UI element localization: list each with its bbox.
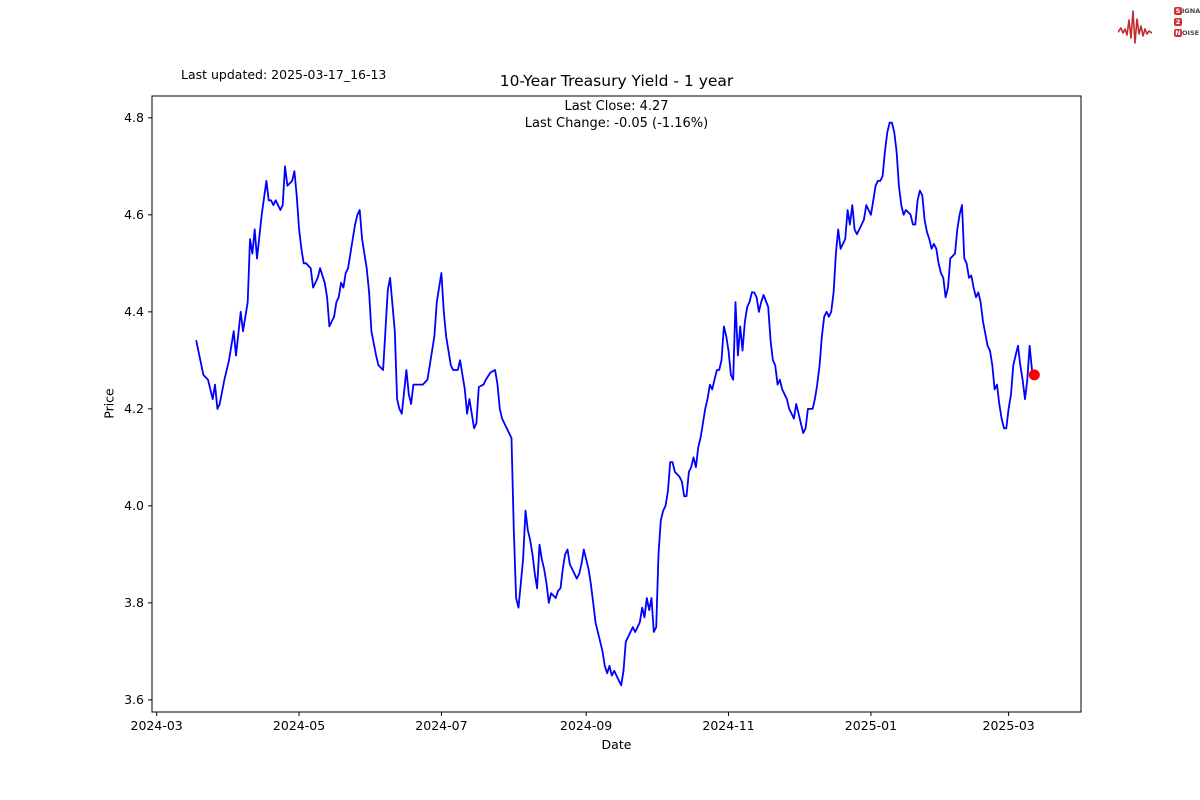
logo-text-ignal: IGNAL [1182, 6, 1200, 15]
y-tick-label: 4.0 [124, 498, 144, 514]
last-change-subtitle: Last Change: -0.05 (-1.16%) [524, 116, 709, 131]
logo-line-signal: SIGNAL [1174, 6, 1200, 15]
price-line-series [195, 121, 1036, 687]
logo-badge-n: N [1174, 28, 1182, 37]
last-close-subtitle: Last Close: 4.27 [564, 99, 669, 114]
y-tick-label: 4.8 [124, 110, 144, 126]
ecg-waveform-icon [1118, 10, 1152, 44]
y-tick-label: 4.2 [124, 401, 144, 417]
plot-border [151, 95, 1082, 713]
logo-text-oise: OISE [1182, 28, 1200, 37]
y-tick-label: 3.6 [124, 692, 144, 708]
logo-line-noise: N OISE [1174, 28, 1199, 37]
y-tick-label: 4.4 [124, 304, 144, 320]
x-tick-label: 2025-03 [982, 718, 1035, 733]
x-tick-label: 2024-05 [272, 718, 326, 733]
logo-line-2: 2 [1174, 17, 1182, 26]
x-tick-label: 2024-03 [130, 718, 183, 733]
y-tick-label: 4.6 [124, 207, 144, 223]
logo-badge-2: 2 [1174, 17, 1182, 26]
last-updated-text: Last updated: 2025-03-17_16-13 [181, 67, 387, 82]
last-close-dot [1028, 369, 1040, 381]
x-axis-label: Date [601, 737, 632, 752]
x-tick-label: 2024-11 [702, 718, 755, 733]
x-tick-label: 2025-01 [844, 718, 898, 733]
y-tick-label: 3.8 [124, 595, 144, 611]
chart-title: 10-Year Treasury Yield - 1 year [499, 72, 734, 90]
x-tick-label: 2024-07 [415, 718, 468, 733]
x-tick-label: 2024-09 [560, 718, 613, 733]
logo-badge-s: S [1174, 6, 1182, 15]
